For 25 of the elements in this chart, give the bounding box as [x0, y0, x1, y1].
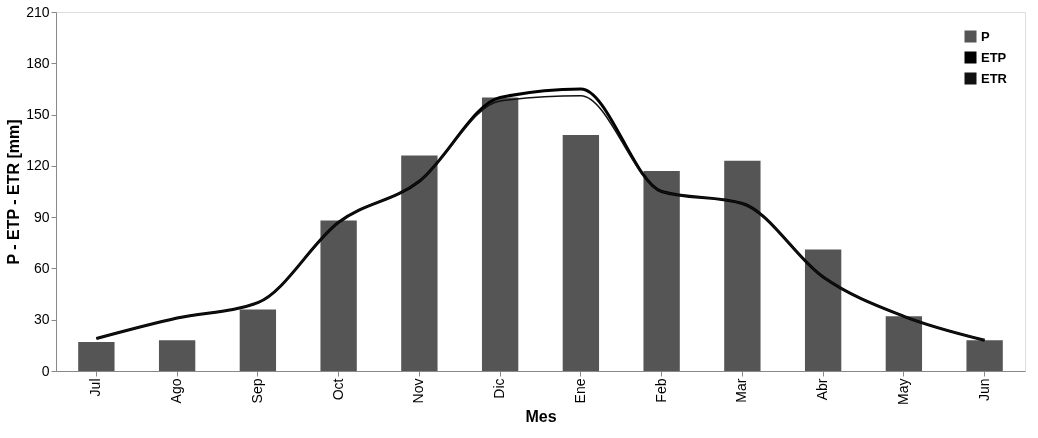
x-tick-label: Jul — [87, 378, 104, 397]
x-tick-label: Feb — [652, 378, 669, 403]
y-tick-label: 120 — [26, 157, 50, 174]
x-tick-label: Jun — [975, 378, 992, 402]
y-tick-label: 180 — [26, 54, 50, 71]
x-tick-label: Ene — [571, 378, 588, 404]
y-tick-label: 60 — [33, 259, 50, 276]
x-tick-label: Abr — [814, 378, 831, 401]
legend-label: ETP — [981, 49, 1007, 65]
y-tick-label: 150 — [26, 106, 50, 123]
y-tick-label: 210 — [26, 3, 50, 20]
x-tick-label: Oct — [329, 378, 346, 401]
x-tick-label: Mar — [733, 378, 750, 403]
legend-label: ETR — [981, 70, 1008, 86]
y-tick-label: 30 — [33, 311, 50, 328]
x-tick-label: Nov — [410, 378, 427, 404]
x-tick-label: Dic — [491, 378, 508, 399]
y-tick-label: 0 — [41, 362, 50, 379]
y-tick-label: 90 — [33, 208, 50, 225]
x-axis-title: Mes — [525, 407, 557, 425]
x-tick-label: May — [894, 378, 911, 405]
legend-label: P — [981, 28, 990, 44]
x-tick-label: Sep — [248, 378, 265, 404]
x-tick-label: Ago — [168, 378, 185, 404]
y-axis-title: P - ETP - ETR [mm] — [5, 119, 23, 265]
